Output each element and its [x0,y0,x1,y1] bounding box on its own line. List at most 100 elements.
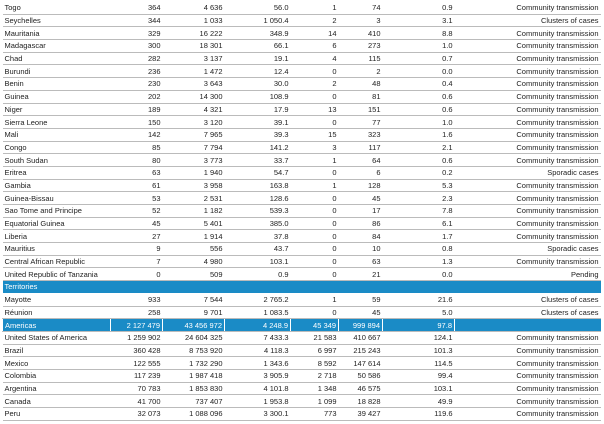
number-cell: 1 732 290 [162,356,225,370]
transmission-cell: Clusters of cases [454,14,601,28]
number-cell: 2 531 [162,191,225,205]
number-cell: 17 [338,204,383,218]
transmission-cell: Community transmission [454,52,601,66]
number-cell: 70 783 [110,382,163,396]
number-cell: 0.6 [382,90,455,104]
row-label: Gambia [2,179,111,193]
table-row: Canada 41 700 737 407 1 953.8 1 099 18 828 49.… [2,394,601,408]
number-cell: 0.0 [382,64,455,79]
number-cell: 5.0 [382,306,455,320]
transmission-cell: Community transmission [454,153,601,167]
number-cell: 7 965 [162,128,225,142]
number-cell: 2 718 [290,369,339,383]
row-label: Mauritania [2,26,111,41]
number-cell: 8.8 [382,26,455,41]
row-label: Mayotte [2,293,111,307]
transmission-cell: Community transmission [454,331,601,345]
number-cell: 15 [290,128,339,142]
number-cell: 5 401 [162,217,225,231]
number-cell: 77 [338,115,383,129]
number-cell: 385.0 [224,217,291,231]
number-cell: 1 259 902 [110,331,163,345]
row-label: Equatorial Guinea [2,217,111,231]
number-cell: 1 099 [290,394,339,408]
number-cell: 0.0 [382,267,455,282]
number-cell: 3 905.9 [224,369,291,383]
table-row: Mauritania 329 16 222 348.9 14 410 8.8 Communit… [2,26,601,41]
table-row: Eritrea 63 1 940 54.7 0 6 0.2 Sporadic cases [2,166,601,180]
table-row: Guinea 202 14 300 108.9 0 81 0.6 Community tran… [2,90,601,104]
number-cell: 97.8 [382,318,455,332]
number-cell: 21 [338,267,383,282]
row-label: Argentina [2,382,111,396]
table-row: Burundi 236 1 472 12.4 0 2 0.0 Community transm… [2,64,601,79]
table-row: Chad 282 3 137 19.1 4 115 0.7 Community transmi… [2,52,601,66]
row-label: Benin [2,77,111,91]
row-label: Sao Tome and Principe [2,204,111,218]
number-cell: 0.4 [382,77,455,91]
number-cell: 0.9 [224,267,291,282]
number-cell: 10 [338,242,383,256]
number-cell: 43 456 972 [162,318,225,332]
number-cell: 0 [290,166,339,180]
number-cell: 7 544 [162,293,225,307]
table-row: Sao Tome and Principe 52 1 182 539.3 0 17 7.8 C… [2,204,601,218]
number-cell: 7 433.3 [224,331,291,345]
number-cell: 7.8 [382,204,455,218]
row-label: Territories [2,280,601,294]
number-cell: 410 [338,26,383,41]
table-row: Togo 364 4 636 56.0 1 74 0.9 Community transmis… [2,2,601,15]
number-cell: 2 127 479 [110,318,163,332]
transmission-cell: Community transmission [454,369,601,383]
number-cell: 4 [290,52,339,66]
number-cell: 48 [338,77,383,91]
transmission-cell: Clusters of cases [454,306,601,320]
row-label: Togo [2,2,111,15]
transmission-cell: Community transmission [454,356,601,370]
table-row: Americas 2 127 479 43 456 972 4 248.9 45 349… [2,318,601,332]
number-cell: 117 [338,141,383,155]
table-row: Congo 85 7 794 141.2 3 117 2.1 Community transm… [2,141,601,155]
number-cell: 6.1 [382,217,455,231]
number-cell: 273 [338,39,383,53]
number-cell: 103.1 [224,255,291,269]
number-cell: 0.2 [382,166,455,180]
number-cell: 115 [338,52,383,66]
number-cell: 2 765.2 [224,293,291,307]
number-cell: 2 [338,64,383,79]
transmission-cell: Community transmission [454,64,601,79]
transmission-cell: Community transmission [454,344,601,358]
transmission-cell: Community transmission [454,128,601,142]
number-cell: 163.8 [224,179,291,193]
table-row: Central African Republic 7 4 980 103.1 0 63 1.… [2,255,601,269]
number-cell: 99.4 [382,369,455,383]
number-cell: 1 050.4 [224,14,291,28]
table-row: Guinea-Bissau 53 2 531 128.6 0 45 2.3 Community… [2,191,601,205]
number-cell: 509 [162,267,225,282]
number-cell: 45 [110,217,163,231]
transmission-cell: Sporadic cases [454,166,601,180]
number-cell: 1 [290,293,339,307]
number-cell: 230 [110,77,163,91]
table-row: Colombia 117 239 1 987 418 3 905.9 2 718 50 5… [2,369,601,383]
number-cell: 39.3 [224,128,291,142]
number-cell: 1.0 [382,39,455,53]
number-cell: 45 [338,191,383,205]
number-cell: 61 [110,179,163,193]
number-cell: 63 [338,255,383,269]
table-row: Mexico 122 555 1 732 290 1 343.6 8 592 147 61… [2,356,601,370]
number-cell: 14 [290,26,339,41]
number-cell: 24 604 325 [162,331,225,345]
number-cell: 8 592 [290,356,339,370]
number-cell: 66.1 [224,39,291,53]
number-cell: 45 349 [290,318,339,332]
number-cell: 0 [290,229,339,244]
number-cell: 3 300.1 [224,407,291,421]
table-row: Argentina 70 783 1 853 830 4 101.8 1 348 46 5… [2,382,601,396]
number-cell: 0 [290,115,339,129]
transmission-cell: Community transmission [454,103,601,117]
number-cell: 348.9 [224,26,291,41]
number-cell: 539.3 [224,204,291,218]
row-label: Colombia [2,369,111,383]
table-row: Mayotte 933 7 544 2 765.2 1 59 21.6 Clusters of… [2,293,601,307]
